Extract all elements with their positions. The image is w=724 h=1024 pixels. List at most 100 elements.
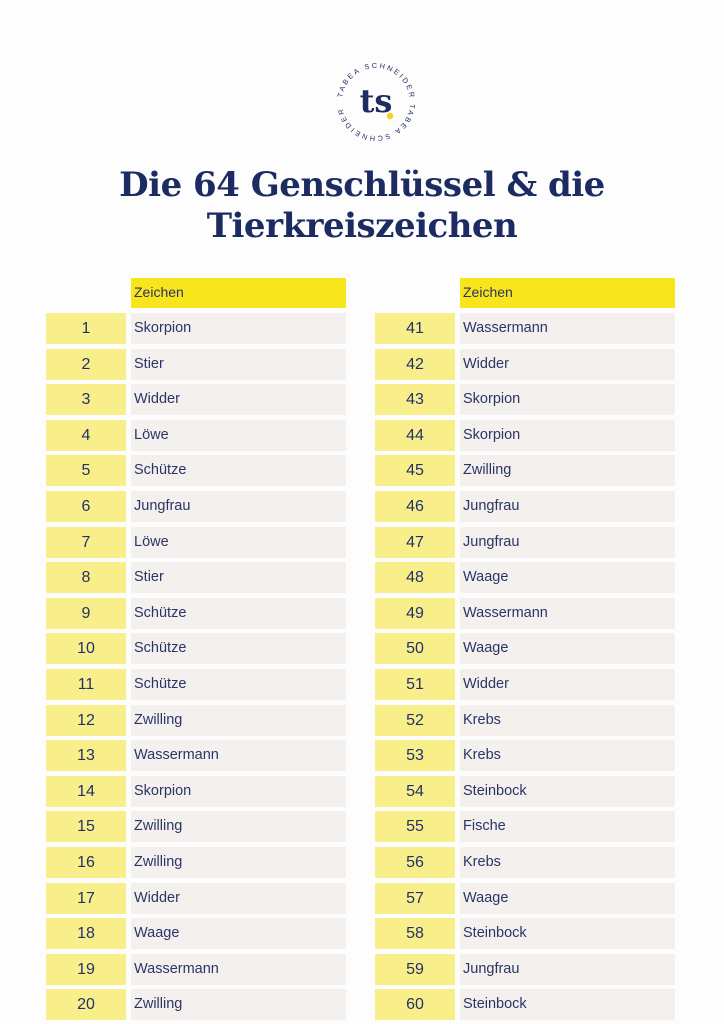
column-header-label: Zeichen <box>463 284 513 300</box>
zodiac-sign: Steinbock <box>460 918 675 950</box>
gene-key-number: 53 <box>375 740 455 772</box>
zodiac-sign: Waage <box>460 882 675 914</box>
zodiac-sign: Schütze <box>131 633 346 665</box>
zodiac-sign: Steinbock <box>460 775 675 807</box>
zodiac-sign: Jungfrau <box>460 491 675 522</box>
gene-key-number: 6 <box>46 491 126 522</box>
table-row: 10 Schütze <box>46 633 346 665</box>
zodiac-sign: Skorpion <box>460 384 675 416</box>
page-title-line-2: Tierkreiszeichen <box>206 206 518 246</box>
zodiac-sign: Schütze <box>131 669 346 700</box>
zodiac-sign: Schütze <box>131 597 346 629</box>
table-row: 8 Stier <box>46 562 346 594</box>
zodiac-sign: Schütze <box>131 455 346 487</box>
zodiac-sign: Fische <box>460 811 675 843</box>
gene-key-number: 15 <box>46 811 126 843</box>
zodiac-sign: Löwe <box>131 419 346 451</box>
zodiac-sign: Skorpion <box>131 313 346 344</box>
gene-key-number: 4 <box>46 419 126 451</box>
zodiac-sign: Löwe <box>131 526 346 558</box>
table-row: 48 Waage <box>375 562 675 594</box>
logo-dot <box>386 112 394 120</box>
zodiac-sign: Widder <box>131 384 346 416</box>
zodiac-sign: Steinbock <box>460 989 675 1021</box>
column-header: Zeichen <box>131 278 346 308</box>
zodiac-sign: Zwilling <box>131 811 346 843</box>
zodiac-sign: Krebs <box>460 704 675 736</box>
table-row: 50 Waage <box>375 633 675 665</box>
table-row: 18 Waage <box>46 918 346 950</box>
table-row: 2 Stier <box>46 348 346 380</box>
gene-key-number: 46 <box>375 491 455 522</box>
zodiac-sign: Widder <box>460 669 675 700</box>
table-row: 14 Skorpion <box>46 775 346 807</box>
table-row: 52 Krebs <box>375 704 675 736</box>
gene-key-number: 18 <box>46 918 126 950</box>
table-row: 3 Widder <box>46 384 346 416</box>
gene-key-number: 51 <box>375 669 455 700</box>
column-header: Zeichen <box>460 278 675 308</box>
zodiac-sign: Waage <box>460 562 675 594</box>
gene-key-number: 14 <box>46 775 126 807</box>
table-row: 44 Skorpion <box>375 419 675 451</box>
gene-key-number: 11 <box>46 669 126 700</box>
zodiac-sign: Wassermann <box>131 953 346 985</box>
gene-key-number: 12 <box>46 704 126 736</box>
zodiac-sign: Waage <box>131 918 346 950</box>
table-row: 54 Steinbock <box>375 775 675 807</box>
gene-key-number: 17 <box>46 882 126 914</box>
gene-key-number: 60 <box>375 989 455 1021</box>
gene-key-number: 54 <box>375 775 455 807</box>
zodiac-sign: Jungfrau <box>460 953 675 985</box>
gene-key-number: 59 <box>375 953 455 985</box>
zodiac-sign: Zwilling <box>131 847 346 878</box>
gene-key-number: 45 <box>375 455 455 487</box>
table-row: 1 Skorpion <box>46 313 346 344</box>
table-row: 11 Schütze <box>46 669 346 700</box>
zodiac-sign: Skorpion <box>131 775 346 807</box>
table-row: 43 Skorpion <box>375 384 675 416</box>
table-row: 57 Waage <box>375 882 675 914</box>
gene-key-number: 10 <box>46 633 126 665</box>
zodiac-sign: Widder <box>460 348 675 380</box>
gene-key-number: 47 <box>375 526 455 558</box>
zodiac-sign: Zwilling <box>131 704 346 736</box>
gene-key-number: 57 <box>375 882 455 914</box>
zodiac-sign: Krebs <box>460 740 675 772</box>
table-row: 16 Zwilling <box>46 847 346 878</box>
table-row: 20 Zwilling <box>46 989 346 1021</box>
table-row: 12 Zwilling <box>46 704 346 736</box>
table-row: 7 Löwe <box>46 526 346 558</box>
gene-key-number: 8 <box>46 562 126 594</box>
gene-key-number: 58 <box>375 918 455 950</box>
gene-key-number: 50 <box>375 633 455 665</box>
table-row: 56 Krebs <box>375 847 675 878</box>
gene-key-number: 42 <box>375 348 455 380</box>
gene-key-number: 44 <box>375 419 455 451</box>
zodiac-sign: Zwilling <box>131 989 346 1021</box>
gene-key-number: 52 <box>375 704 455 736</box>
tabea-schneider-logo: TABEA SCHNEIDER TABEA SCHNEIDER ts <box>330 56 422 148</box>
table-row: 9 Schütze <box>46 597 346 629</box>
table-row: 17 Widder <box>46 882 346 914</box>
table-row: 51 Widder <box>375 669 675 700</box>
zodiac-sign: Zwilling <box>460 455 675 487</box>
gene-key-number: 43 <box>375 384 455 416</box>
zodiac-sign: Skorpion <box>460 419 675 451</box>
logo-monogram: ts <box>360 82 393 120</box>
zodiac-sign: Widder <box>131 882 346 914</box>
gene-key-number: 3 <box>46 384 126 416</box>
gene-key-number: 19 <box>46 953 126 985</box>
table-row: 6 Jungfrau <box>46 491 346 522</box>
zodiac-sign: Krebs <box>460 847 675 878</box>
zodiac-sign: Wassermann <box>131 740 346 772</box>
table-row: 19 Wassermann <box>46 953 346 985</box>
table-row: 60 Steinbock <box>375 989 675 1021</box>
page-title-line-1: Die 64 Genschlüssel & die <box>119 165 605 205</box>
table-row: 5 Schütze <box>46 455 346 487</box>
table-row: 46 Jungfrau <box>375 491 675 522</box>
zodiac-sign: Stier <box>131 562 346 594</box>
gene-key-number: 5 <box>46 455 126 487</box>
gene-key-number: 1 <box>46 313 126 344</box>
gene-key-number: 56 <box>375 847 455 878</box>
